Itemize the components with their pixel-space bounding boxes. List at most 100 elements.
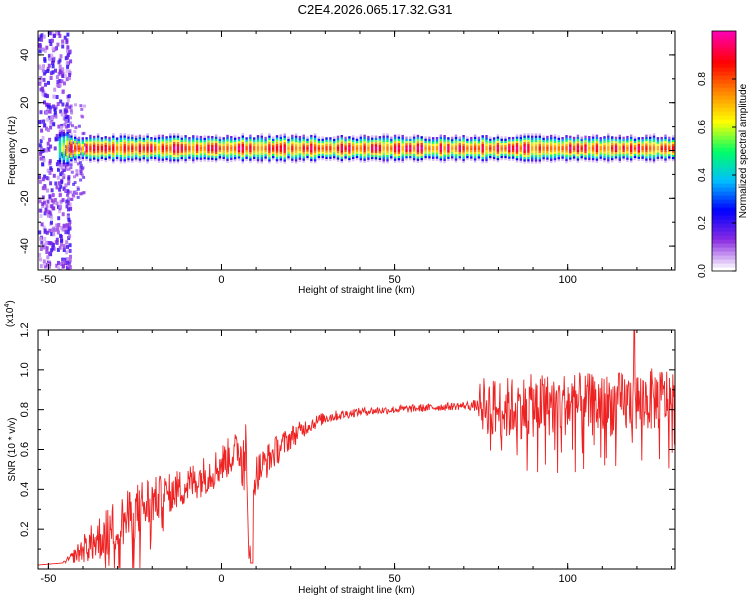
heatmap-cell: [104, 140, 107, 143]
heatmap-cell: [576, 153, 580, 157]
heatmap-cell: [70, 158, 73, 162]
heatmap-cell: [58, 148, 62, 152]
heatmap-cell: [439, 156, 442, 159]
heatmap-cell: [576, 156, 580, 159]
heatmap-cell: [405, 149, 408, 152]
heatmap-cell: [100, 154, 104, 157]
heatmap-cell: [515, 151, 519, 154]
heatmap-cell: [553, 138, 557, 141]
heatmap-cell: [374, 141, 378, 145]
heatmap-cell: [66, 215, 70, 220]
heatmap-cell: [69, 104, 73, 108]
heatmap-cell: [275, 154, 279, 157]
heatmap-cell: [671, 139, 675, 142]
heatmap-cell: [58, 187, 62, 192]
heatmap-cell: [382, 135, 385, 138]
heatmap-cell: [519, 156, 522, 159]
heatmap-cell: [660, 158, 663, 161]
heatmap-cell: [237, 141, 241, 144]
heatmap-cell: [348, 140, 351, 143]
heatmap-cell: [595, 136, 599, 140]
colorbar-segment: [712, 91, 736, 96]
heatmap-cell: [222, 145, 225, 149]
heatmap-cell: [458, 143, 461, 146]
heatmap-cell: [287, 153, 290, 157]
heatmap-cell: [652, 148, 656, 151]
colorbar-segment: [712, 47, 736, 52]
heatmap-cell: [489, 149, 492, 152]
heatmap-cell: [142, 139, 145, 143]
heatmap-cell: [180, 137, 183, 140]
heatmap-cell: [61, 89, 65, 94]
heatmap-cell: [649, 136, 652, 139]
heatmap-cell: [363, 156, 366, 159]
heatmap-cell: [203, 156, 206, 160]
heatmap-cell: [52, 104, 55, 109]
heatmap-cell: [66, 138, 69, 141]
heatmap-cell: [157, 141, 161, 144]
heatmap-cell: [81, 147, 84, 151]
heatmap-cell: [96, 146, 100, 149]
heatmap-cell: [310, 147, 313, 151]
heatmap-cell: [462, 156, 465, 159]
heatmap-cell: [451, 151, 454, 155]
heatmap-cell: [492, 141, 496, 144]
heatmap-cell: [588, 153, 591, 156]
heatmap-cell: [287, 145, 290, 148]
heatmap-cell: [298, 148, 302, 152]
heatmap-cell: [546, 135, 549, 139]
heatmap-cell: [70, 143, 73, 147]
heatmap-cell: [652, 135, 656, 138]
colorbar-tick-label: 0.0: [697, 264, 708, 278]
heatmap-cell: [599, 158, 602, 161]
heatmap-cell: [74, 153, 77, 157]
heatmap-cell: [264, 143, 267, 146]
heatmap-cell: [317, 147, 321, 150]
heatmap-cell: [142, 152, 145, 155]
heatmap-cell: [138, 143, 142, 146]
heatmap-cell: [131, 160, 134, 163]
heatmap-cell: [184, 154, 187, 157]
heatmap-cell: [668, 143, 671, 146]
heatmap-cell: [100, 143, 104, 146]
heatmap-cell: [580, 147, 583, 150]
heatmap-cell: [85, 152, 88, 155]
heatmap-cell: [214, 160, 218, 163]
heatmap-cell: [180, 141, 183, 145]
colorbar-segment: [712, 235, 736, 240]
heatmap-cell: [100, 139, 104, 142]
heatmap-cell: [664, 149, 667, 152]
heatmap-cell: [538, 135, 541, 138]
heatmap-cell: [409, 151, 412, 154]
heatmap-cell: [344, 136, 347, 140]
heatmap-cell: [630, 138, 633, 142]
heatmap-cell: [218, 158, 222, 161]
heatmap-cell: [428, 145, 431, 148]
heatmap-cell: [607, 139, 610, 142]
heatmap-cell: [67, 76, 71, 81]
heatmap-cell: [378, 144, 382, 148]
heatmap-cell: [123, 141, 126, 145]
heatmap-cell: [39, 34, 43, 39]
heatmap-cell: [652, 154, 656, 158]
heatmap-cell: [405, 145, 408, 148]
heatmap-cell: [515, 138, 519, 141]
heatmap-cell: [466, 147, 469, 150]
heatmap-cell: [584, 146, 587, 149]
heatmap-cell: [515, 136, 519, 139]
heatmap-cell: [611, 136, 614, 139]
heatmap-cell: [81, 152, 84, 155]
heatmap-cell: [462, 139, 465, 142]
heatmap-cell: [184, 150, 187, 153]
heatmap-cell: [664, 141, 667, 144]
heatmap-cell: [48, 171, 52, 175]
heatmap-cell: [192, 141, 195, 144]
heatmap-cell: [112, 148, 115, 151]
heatmap-cell: [630, 147, 633, 150]
heatmap-cell: [580, 151, 583, 154]
heatmap-cell: [473, 145, 477, 148]
heatmap-cell: [119, 148, 123, 151]
heatmap-cell: [69, 206, 73, 211]
heatmap-cell: [557, 144, 560, 147]
heatmap-cell: [668, 136, 671, 140]
